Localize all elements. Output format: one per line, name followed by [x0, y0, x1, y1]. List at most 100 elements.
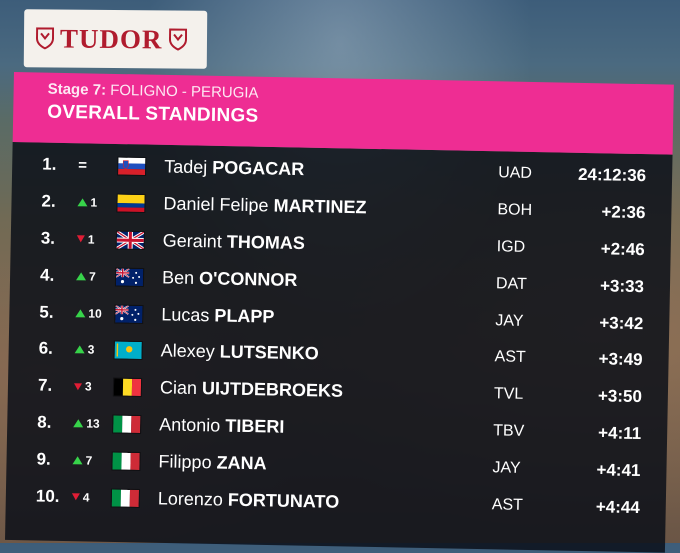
- rider-last-name: O'CONNOR: [198, 267, 298, 290]
- australia-flag-icon: [115, 268, 144, 286]
- rank-change: 3: [73, 379, 116, 394]
- rank-position: 3.: [40, 228, 56, 248]
- rank-position: 9.: [36, 449, 51, 469]
- rider-first-name: Daniel Felipe: [163, 193, 269, 216]
- rank-change: 1: [76, 232, 119, 247]
- arrow-up-icon: [76, 272, 87, 281]
- rank-change-value: 1: [87, 232, 95, 247]
- table-row: 9. 7 Filippo ZANA JAY +4:41: [6, 440, 667, 489]
- team-code: AST: [491, 495, 524, 514]
- rank-position: 7.: [37, 375, 53, 395]
- gc-time: +2:36: [601, 202, 646, 223]
- arrow-up-icon: [77, 198, 88, 207]
- rider-name: Cian UIJTDEBROEKS: [160, 378, 343, 403]
- team-code: AST: [494, 348, 526, 367]
- rider-last-name: POGACAR: [212, 157, 305, 180]
- gc-time: +3:42: [599, 312, 644, 333]
- rider-first-name: Antonio: [159, 414, 221, 436]
- rider-last-name: FORTUNATO: [227, 489, 340, 512]
- rider-last-name: PLAPP: [214, 304, 275, 327]
- table-row: 4. 7 Ben O'CONNOR DAT +3:33: [10, 256, 671, 305]
- rank-change: =: [78, 157, 120, 175]
- rider-first-name: Filippo: [158, 451, 212, 473]
- rider-first-name: Lorenzo: [157, 487, 224, 510]
- rank-position: 1.: [42, 154, 57, 175]
- italy-flag-icon: [113, 415, 141, 433]
- rank-change: 1: [77, 195, 119, 210]
- rank-position: 2.: [41, 191, 56, 212]
- rank-change: 13: [73, 416, 115, 431]
- slovenia-flag-icon: [118, 157, 146, 176]
- rank-position: 10.: [35, 486, 60, 506]
- team-code: JAY: [495, 311, 524, 330]
- colombia-flag-icon: [117, 194, 145, 213]
- gc-time: +3:33: [599, 276, 645, 296]
- rank-change: 7: [72, 453, 114, 468]
- rider-last-name: TIBERI: [225, 415, 285, 437]
- table-row: 8. 13 Antonio TIBERI TBV +4:11: [7, 404, 668, 453]
- rider-name: Lorenzo FORTUNATO: [158, 488, 340, 512]
- rank-change: 4: [71, 489, 114, 505]
- rank-change-value: 1: [90, 195, 98, 210]
- table-row: 10. 4 Lorenzo FORTUNATO AST +4:44: [6, 477, 667, 526]
- sponsor-logo: TUDOR: [23, 9, 208, 69]
- table-row: 2. 1 Daniel Felipe MARTINEZ BOH +2:36: [11, 183, 672, 232]
- rank-position: 6.: [38, 338, 54, 359]
- team-code: TVL: [493, 385, 524, 404]
- gc-time: +4:11: [597, 423, 642, 444]
- rider-name: Tadej POGACAR: [164, 157, 304, 181]
- team-code: IGD: [496, 238, 526, 256]
- belgium-flag-icon: [113, 378, 142, 397]
- rank-change-value: 7: [88, 269, 96, 284]
- rider-name: Geraint THOMAS: [163, 230, 305, 254]
- rider-first-name: Tadej: [164, 156, 208, 178]
- rider-name: Filippo ZANA: [158, 451, 266, 474]
- rank-change-value: 10: [88, 306, 102, 321]
- rank-change-value: 7: [85, 453, 93, 468]
- team-code: DAT: [495, 275, 527, 293]
- rank-change-value: 3: [84, 379, 92, 394]
- rider-first-name: Lucas: [161, 303, 210, 325]
- shield-icon: [168, 28, 187, 51]
- standings-table: 1. = Tadej POGACAR UAD 24:12:36 2. 1 Daniel Fel…: [5, 141, 673, 553]
- team-code: BOH: [497, 201, 533, 220]
- rider-first-name: Ben: [161, 267, 195, 288]
- arrow-up-icon: [72, 455, 83, 465]
- team-code: UAD: [497, 164, 533, 183]
- rider-name: Lucas PLAPP: [161, 304, 274, 327]
- table-row: 3. 1 Geraint THOMAS IGD +2:46: [10, 220, 671, 269]
- kazakhstan-flag-icon: [114, 341, 142, 360]
- gc-time: +3:49: [598, 349, 643, 370]
- rider-last-name: LUTSENKO: [219, 341, 319, 364]
- table-row: 5. 10 Lucas PLAPP JAY +3:42: [9, 293, 670, 342]
- rider-last-name: THOMAS: [226, 231, 306, 254]
- rank-position: 8.: [37, 412, 52, 432]
- shield-icon: [36, 27, 55, 50]
- arrow-up-icon: [73, 419, 84, 428]
- rider-last-name: UIJTDEBROEKS: [201, 378, 344, 402]
- rider-name: Ben O'CONNOR: [162, 267, 298, 291]
- rider-name: Antonio TIBERI: [159, 414, 284, 437]
- rider-last-name: ZANA: [216, 452, 267, 474]
- rank-change-value: 3: [87, 342, 95, 357]
- table-row: 7. 3 Cian UIJTDEBROEKS TVL +3:50: [8, 367, 669, 416]
- arrow-up-icon: [74, 345, 85, 354]
- gc-time: +4:44: [595, 496, 640, 517]
- rider-name: Daniel Felipe MARTINEZ: [163, 194, 366, 219]
- rank-change-value: =: [78, 157, 88, 175]
- table-row: 1. = Tadej POGACAR UAD 24:12:36: [12, 146, 673, 195]
- gc-time: +2:46: [600, 239, 645, 260]
- gc-time: +4:41: [596, 460, 641, 480]
- arrow-up-icon: [75, 308, 86, 317]
- sponsor-name: TUDOR: [59, 23, 163, 54]
- standings-board: Stage 7: FOLIGNO - PERUGIA OVERALL STAND…: [5, 72, 674, 553]
- rank-change-value: 4: [82, 489, 90, 505]
- arrow-down-icon: [73, 382, 83, 391]
- rank-change: 10: [75, 306, 117, 321]
- team-code: TBV: [493, 422, 525, 440]
- rank-change: 7: [76, 269, 118, 284]
- standings-header: Stage 7: FOLIGNO - PERUGIA OVERALL STAND…: [12, 72, 674, 155]
- arrow-down-icon: [76, 235, 85, 243]
- gc-time: 24:12:36: [577, 165, 647, 186]
- uk-flag-icon: [116, 231, 144, 250]
